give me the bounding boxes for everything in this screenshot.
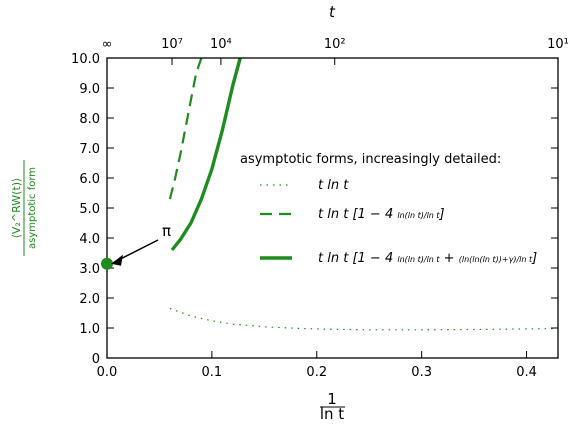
legend-label-dashed: t ln t [1 − 4 ln(ln t)/ln t] <box>318 207 445 222</box>
top-tick-label: ∞ <box>102 37 113 52</box>
y-tick-label: 7.0 <box>79 142 100 157</box>
y-tick-label: 0 <box>92 352 100 367</box>
top-tick-label: 10⁴ <box>210 37 232 52</box>
y-tick-label: 3.0 <box>79 262 100 277</box>
annotation-label: π <box>162 222 171 240</box>
y-tick-label: 6.0 <box>79 172 100 187</box>
series-layer <box>168 57 559 331</box>
y-axis-label-num: ⟨V₂^RW(t)⟩ <box>10 178 23 239</box>
y-tick-label: 4.0 <box>79 232 100 247</box>
y-tick-label: 1.0 <box>79 322 100 337</box>
legend-label-solid: t ln t [1 − 4 ln(ln t)/ln t + (ln(ln(ln … <box>318 251 537 266</box>
top-tick-label: 10⁷ <box>161 37 183 52</box>
annotation-arrowhead <box>111 254 123 266</box>
y-tick-label: 10.0 <box>71 52 100 67</box>
y-tick-label: 2.0 <box>79 292 100 307</box>
series-solid <box>170 57 242 252</box>
x-axis-label-num: 1 <box>327 390 337 408</box>
legend-keys <box>260 184 292 260</box>
y-axis-label: ⟨V₂^RW(t)⟩ asymptotic form <box>10 160 38 256</box>
series-dashed <box>168 57 203 200</box>
y-tick-label: 5.0 <box>79 202 100 217</box>
x-axis-label-den: ln t <box>320 405 344 423</box>
top-axis-label: t <box>329 3 336 21</box>
y-tick-label: 9.0 <box>79 82 100 97</box>
x-tick-label: 0.3 <box>411 365 432 380</box>
tick-layer: 0.0 0.1 0.2 0.3 0.4 0 1.0 2.0 3.0 4.0 5.0 6.0 7.0 8.0… <box>71 37 569 380</box>
top-tick-label: 10¹ <box>547 37 569 52</box>
x-tick-label: 0.2 <box>306 365 327 380</box>
annotation-layer: π <box>101 222 171 270</box>
series-dotted <box>169 307 559 331</box>
limit-point-marker <box>101 257 113 270</box>
y-tick-label: 8.0 <box>79 112 100 127</box>
top-tick-label: 10² <box>324 37 346 52</box>
x-tick-label: 0.1 <box>202 365 223 380</box>
x-tick-label: 0.0 <box>97 365 118 380</box>
y-axis-label-den: asymptotic form <box>27 167 38 249</box>
legend-title: asymptotic forms, increasingly detailed: <box>240 152 501 167</box>
x-tick-label: 0.4 <box>516 365 537 380</box>
legend-label-dotted: t ln t <box>318 178 349 193</box>
